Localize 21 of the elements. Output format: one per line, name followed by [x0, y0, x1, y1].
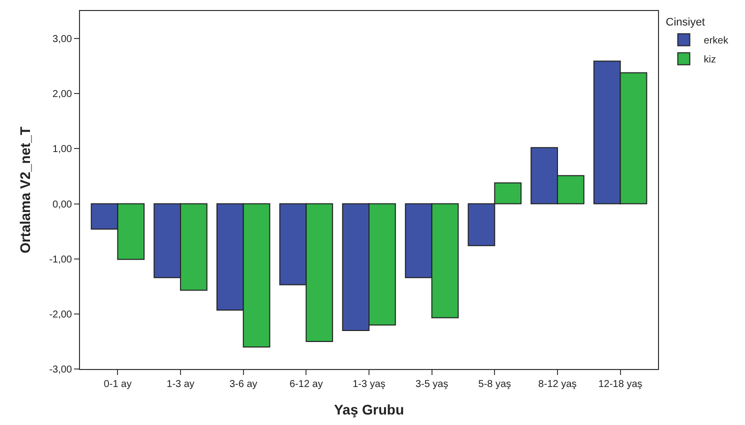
- y-tick-label: 2,00: [52, 89, 72, 100]
- x-tick-label: 6-12 ay: [289, 379, 323, 390]
- y-tick-label: -3,00: [49, 364, 72, 376]
- legend-label: kiz: [704, 54, 716, 66]
- x-tick-label: 0-1 ay: [104, 379, 132, 390]
- legend-title: Cinsiyet: [666, 16, 705, 28]
- y-tick-label: 0,00: [52, 199, 72, 210]
- x-tick-label: 8-12 yaş: [538, 379, 577, 390]
- y-axis-title: Ortalama V2_net_T: [16, 126, 33, 254]
- y-tick-label: -1,00: [49, 254, 72, 266]
- x-tick-label: 12-18 yaş: [598, 379, 642, 390]
- x-tick-label: 1-3 ay: [166, 379, 194, 390]
- x-tick-label: 3-6 ay: [229, 379, 258, 390]
- x-tick-label: 1-3 yaş: [352, 379, 386, 390]
- x-axis-title: Yaş Grubu: [334, 401, 404, 418]
- x-tick-label: 5-8 yaş: [478, 379, 512, 390]
- y-tick-label: 1,00: [52, 144, 72, 156]
- x-tick-label: 3-5 yaş: [415, 379, 448, 390]
- y-tick-label: -2,00: [49, 309, 72, 320]
- y-tick-label: 3,00: [52, 34, 72, 46]
- legend-label: erkek: [704, 36, 730, 47]
